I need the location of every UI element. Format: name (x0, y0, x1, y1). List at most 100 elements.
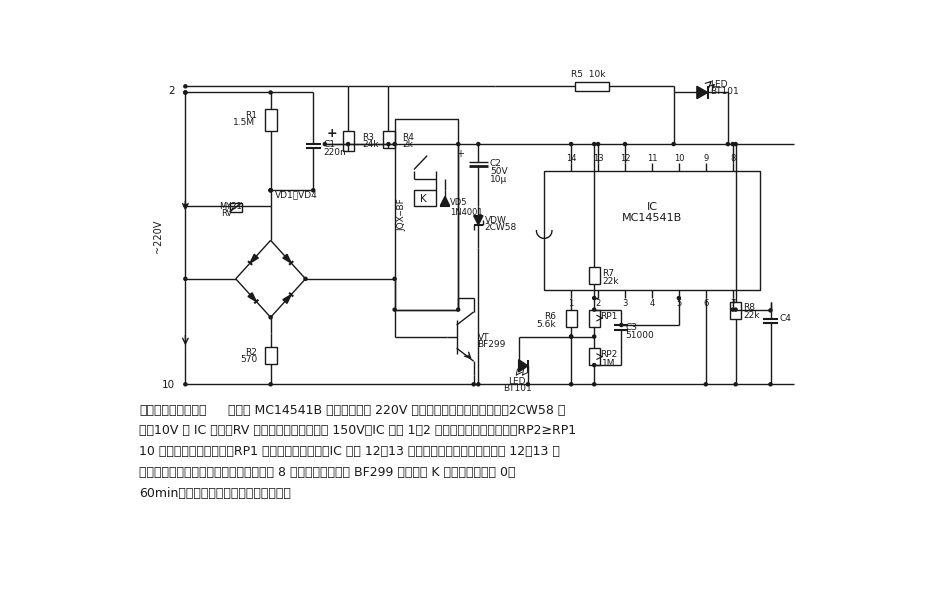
Polygon shape (283, 295, 291, 303)
Circle shape (184, 204, 187, 207)
Text: R1: R1 (245, 111, 256, 120)
Bar (383, 131, 395, 148)
Bar (566, 310, 576, 327)
Text: 5: 5 (676, 299, 682, 308)
Bar (589, 267, 599, 284)
Circle shape (769, 383, 772, 386)
Circle shape (672, 142, 675, 145)
Circle shape (731, 142, 734, 145)
Circle shape (269, 189, 272, 192)
Bar (575, 82, 610, 91)
Circle shape (704, 383, 708, 386)
Circle shape (593, 363, 596, 366)
Text: 50V: 50V (490, 167, 508, 176)
Text: 10 倍时振荡周期较稳定。RP1 用来调节振荡频率。IC 的脚 12、13 为定时程控端，定时长短由脚 12、13 的: 10 倍时振荡周期较稳定。RP1 用来调节振荡频率。IC 的脚 12、13 为定… (139, 445, 560, 458)
Text: 10: 10 (673, 154, 684, 163)
Text: ~220V: ~220V (154, 220, 163, 253)
Polygon shape (697, 86, 708, 99)
Text: 12: 12 (620, 154, 630, 163)
Circle shape (472, 383, 475, 386)
Circle shape (593, 308, 596, 311)
Circle shape (623, 142, 626, 145)
Polygon shape (250, 254, 258, 263)
Text: 8: 8 (730, 154, 735, 163)
Text: 24k: 24k (362, 140, 378, 149)
Text: VDW: VDW (485, 216, 506, 225)
Text: 10: 10 (161, 380, 175, 390)
Text: BT101: BT101 (502, 384, 532, 392)
Text: 14: 14 (566, 154, 576, 163)
Circle shape (184, 91, 187, 94)
Circle shape (476, 142, 480, 145)
Text: R6: R6 (544, 312, 556, 321)
Text: 22k: 22k (744, 311, 759, 320)
Text: VD1〜VD4: VD1〜VD4 (275, 190, 317, 199)
Bar (414, 190, 436, 206)
Text: 1M: 1M (602, 359, 615, 368)
Circle shape (269, 383, 272, 386)
Text: C4: C4 (780, 314, 792, 323)
Text: 220n: 220n (324, 148, 346, 157)
Circle shape (620, 323, 623, 327)
Text: C1: C1 (324, 140, 336, 149)
Circle shape (184, 383, 187, 386)
Text: 11: 11 (647, 154, 657, 163)
Text: MY21: MY21 (218, 202, 241, 211)
Circle shape (570, 142, 573, 145)
Text: 5.6k: 5.6k (536, 320, 556, 329)
Text: 4: 4 (649, 299, 655, 308)
Bar (544, 171, 759, 290)
Text: RV: RV (221, 209, 232, 217)
Polygon shape (440, 196, 450, 206)
Bar (589, 348, 599, 365)
Text: 10μ: 10μ (490, 175, 507, 184)
Circle shape (269, 189, 272, 192)
Bar (342, 131, 354, 151)
Bar (395, 119, 458, 310)
Bar (589, 310, 599, 327)
Text: 9: 9 (703, 154, 709, 163)
Circle shape (593, 142, 596, 145)
Text: 13: 13 (593, 154, 603, 163)
Text: 电路以 MC14541B 为主，由交流 220V 经阵容降压桥式整流、滤波、2CW58 稳: 电路以 MC14541B 为主，由交流 220V 经阵容降压桥式整流、滤波、2C… (220, 404, 565, 417)
Bar (265, 346, 277, 363)
Circle shape (457, 308, 460, 311)
Text: MC14541B: MC14541B (622, 213, 682, 223)
Text: 6: 6 (703, 299, 709, 308)
Circle shape (769, 309, 772, 312)
Circle shape (269, 91, 272, 94)
Text: 22k: 22k (602, 277, 619, 285)
Text: 2: 2 (168, 86, 175, 96)
Circle shape (312, 189, 314, 192)
Text: 电子时间继电器电路: 电子时间继电器电路 (139, 404, 206, 417)
Circle shape (677, 297, 681, 300)
Circle shape (593, 335, 596, 338)
Text: 7: 7 (730, 299, 735, 308)
Circle shape (324, 142, 327, 145)
Text: R8: R8 (744, 303, 756, 313)
Circle shape (570, 335, 573, 338)
Text: +: + (456, 149, 464, 159)
Text: IC: IC (647, 202, 658, 212)
Text: BF299: BF299 (476, 340, 505, 349)
Text: 2CW58: 2CW58 (485, 223, 517, 232)
Circle shape (393, 308, 396, 311)
Circle shape (731, 308, 734, 311)
Polygon shape (248, 293, 256, 301)
Text: +: + (327, 127, 337, 140)
Circle shape (269, 189, 272, 192)
Text: VT: VT (478, 333, 490, 342)
Text: 51000: 51000 (625, 331, 654, 340)
Text: R2: R2 (245, 348, 257, 357)
Circle shape (347, 142, 350, 145)
Circle shape (184, 85, 187, 88)
Circle shape (734, 142, 737, 145)
Text: 2k: 2k (402, 140, 413, 149)
Bar (265, 109, 277, 131)
Circle shape (734, 383, 737, 386)
Text: VD5
1N4001: VD5 1N4001 (450, 198, 483, 217)
Text: R4: R4 (402, 132, 414, 141)
Polygon shape (519, 360, 528, 372)
Bar (229, 203, 242, 212)
Text: LED: LED (710, 80, 728, 89)
